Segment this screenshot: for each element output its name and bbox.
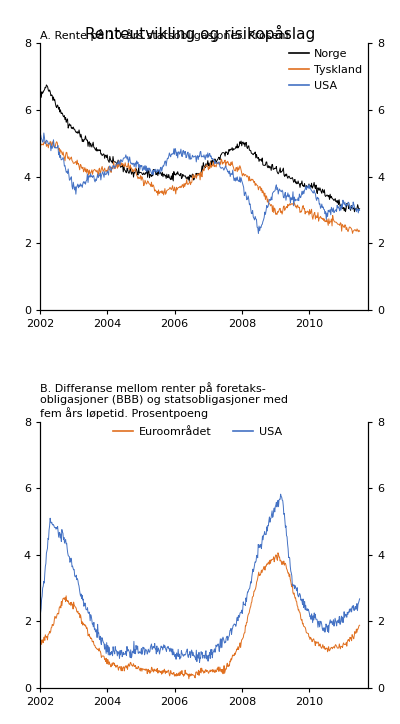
Legend: Euroområdet, USA: Euroområdet, USA	[113, 427, 282, 437]
Text: A. Rente på 10-års statsobligasjoner. Prosent: A. Rente på 10-års statsobligasjoner. Pr…	[40, 30, 290, 41]
Text: B. Differanse mellom renter på foretaks-
obligasjoner (BBB) og statsobligasjoner: B. Differanse mellom renter på foretaks-…	[40, 382, 288, 419]
Legend: Norge, Tyskland, USA: Norge, Tyskland, USA	[289, 49, 362, 91]
Text: Renteutvikling og risikopåslag: Renteutvikling og risikopåslag	[85, 25, 315, 43]
